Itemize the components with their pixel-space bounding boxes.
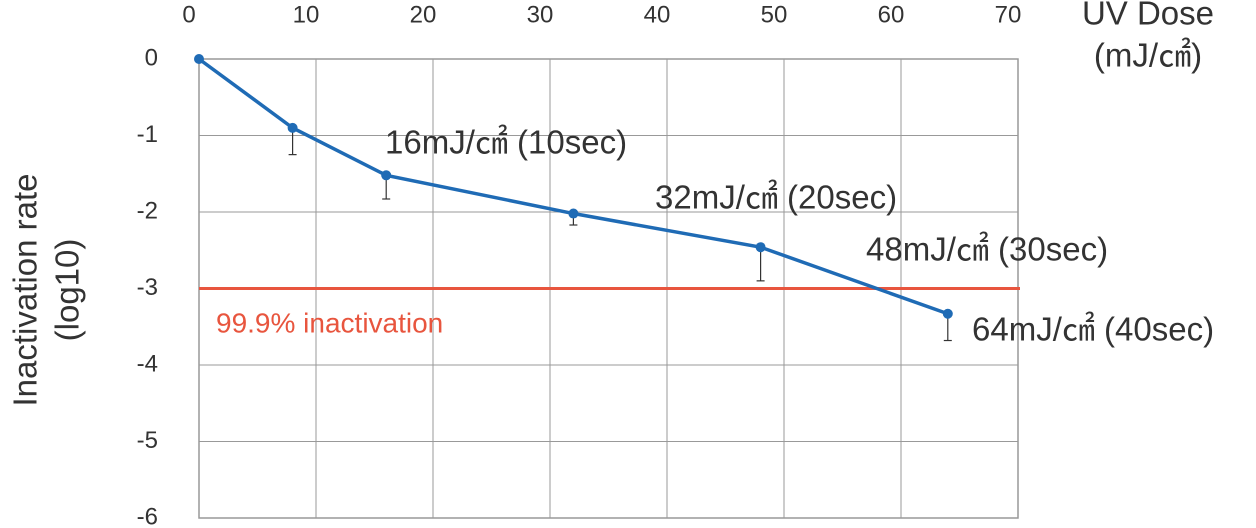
annotation: 64mJ/㎠ (40sec) <box>972 311 1214 348</box>
point <box>381 170 392 181</box>
y-tick-label: 0 <box>145 44 158 71</box>
y-tick-label: -3 <box>137 274 158 301</box>
annotation: 16mJ/㎠ (10sec) <box>385 124 627 161</box>
line <box>197 57 949 316</box>
y-axis-label: (log10) <box>49 239 86 342</box>
y-tick-label: -6 <box>137 503 158 528</box>
reference-label: 99.9% inactivation <box>216 307 443 338</box>
y-tick-label: -5 <box>137 427 158 454</box>
point <box>194 54 204 64</box>
x-tick-label: 60 <box>878 1 905 28</box>
x-tick-label: 0 <box>182 1 195 28</box>
x-tick-label: 10 <box>293 1 320 28</box>
x-axis-label: (mJ/㎠) <box>1094 37 1202 74</box>
y-axis-label: Inactivation rate <box>7 174 44 407</box>
point <box>755 242 766 253</box>
x-tick-label: 20 <box>410 1 437 28</box>
annotation: 48mJ/㎠ (30sec) <box>866 231 1108 268</box>
x-axis-label: UV Dose <box>1082 0 1214 32</box>
x-tick-label: 50 <box>761 1 788 28</box>
point <box>568 208 579 219</box>
x-tick-label: 40 <box>644 1 671 28</box>
point <box>287 122 298 133</box>
y-tick-label: -2 <box>137 197 158 224</box>
y-tick-label: -4 <box>137 350 158 377</box>
x-tick-label: 30 <box>527 1 554 28</box>
annotation: 32mJ/㎠ (20sec) <box>655 179 897 216</box>
y-tick-label: -1 <box>137 121 158 148</box>
point <box>942 308 953 319</box>
x-tick-label: 70 <box>995 1 1022 28</box>
